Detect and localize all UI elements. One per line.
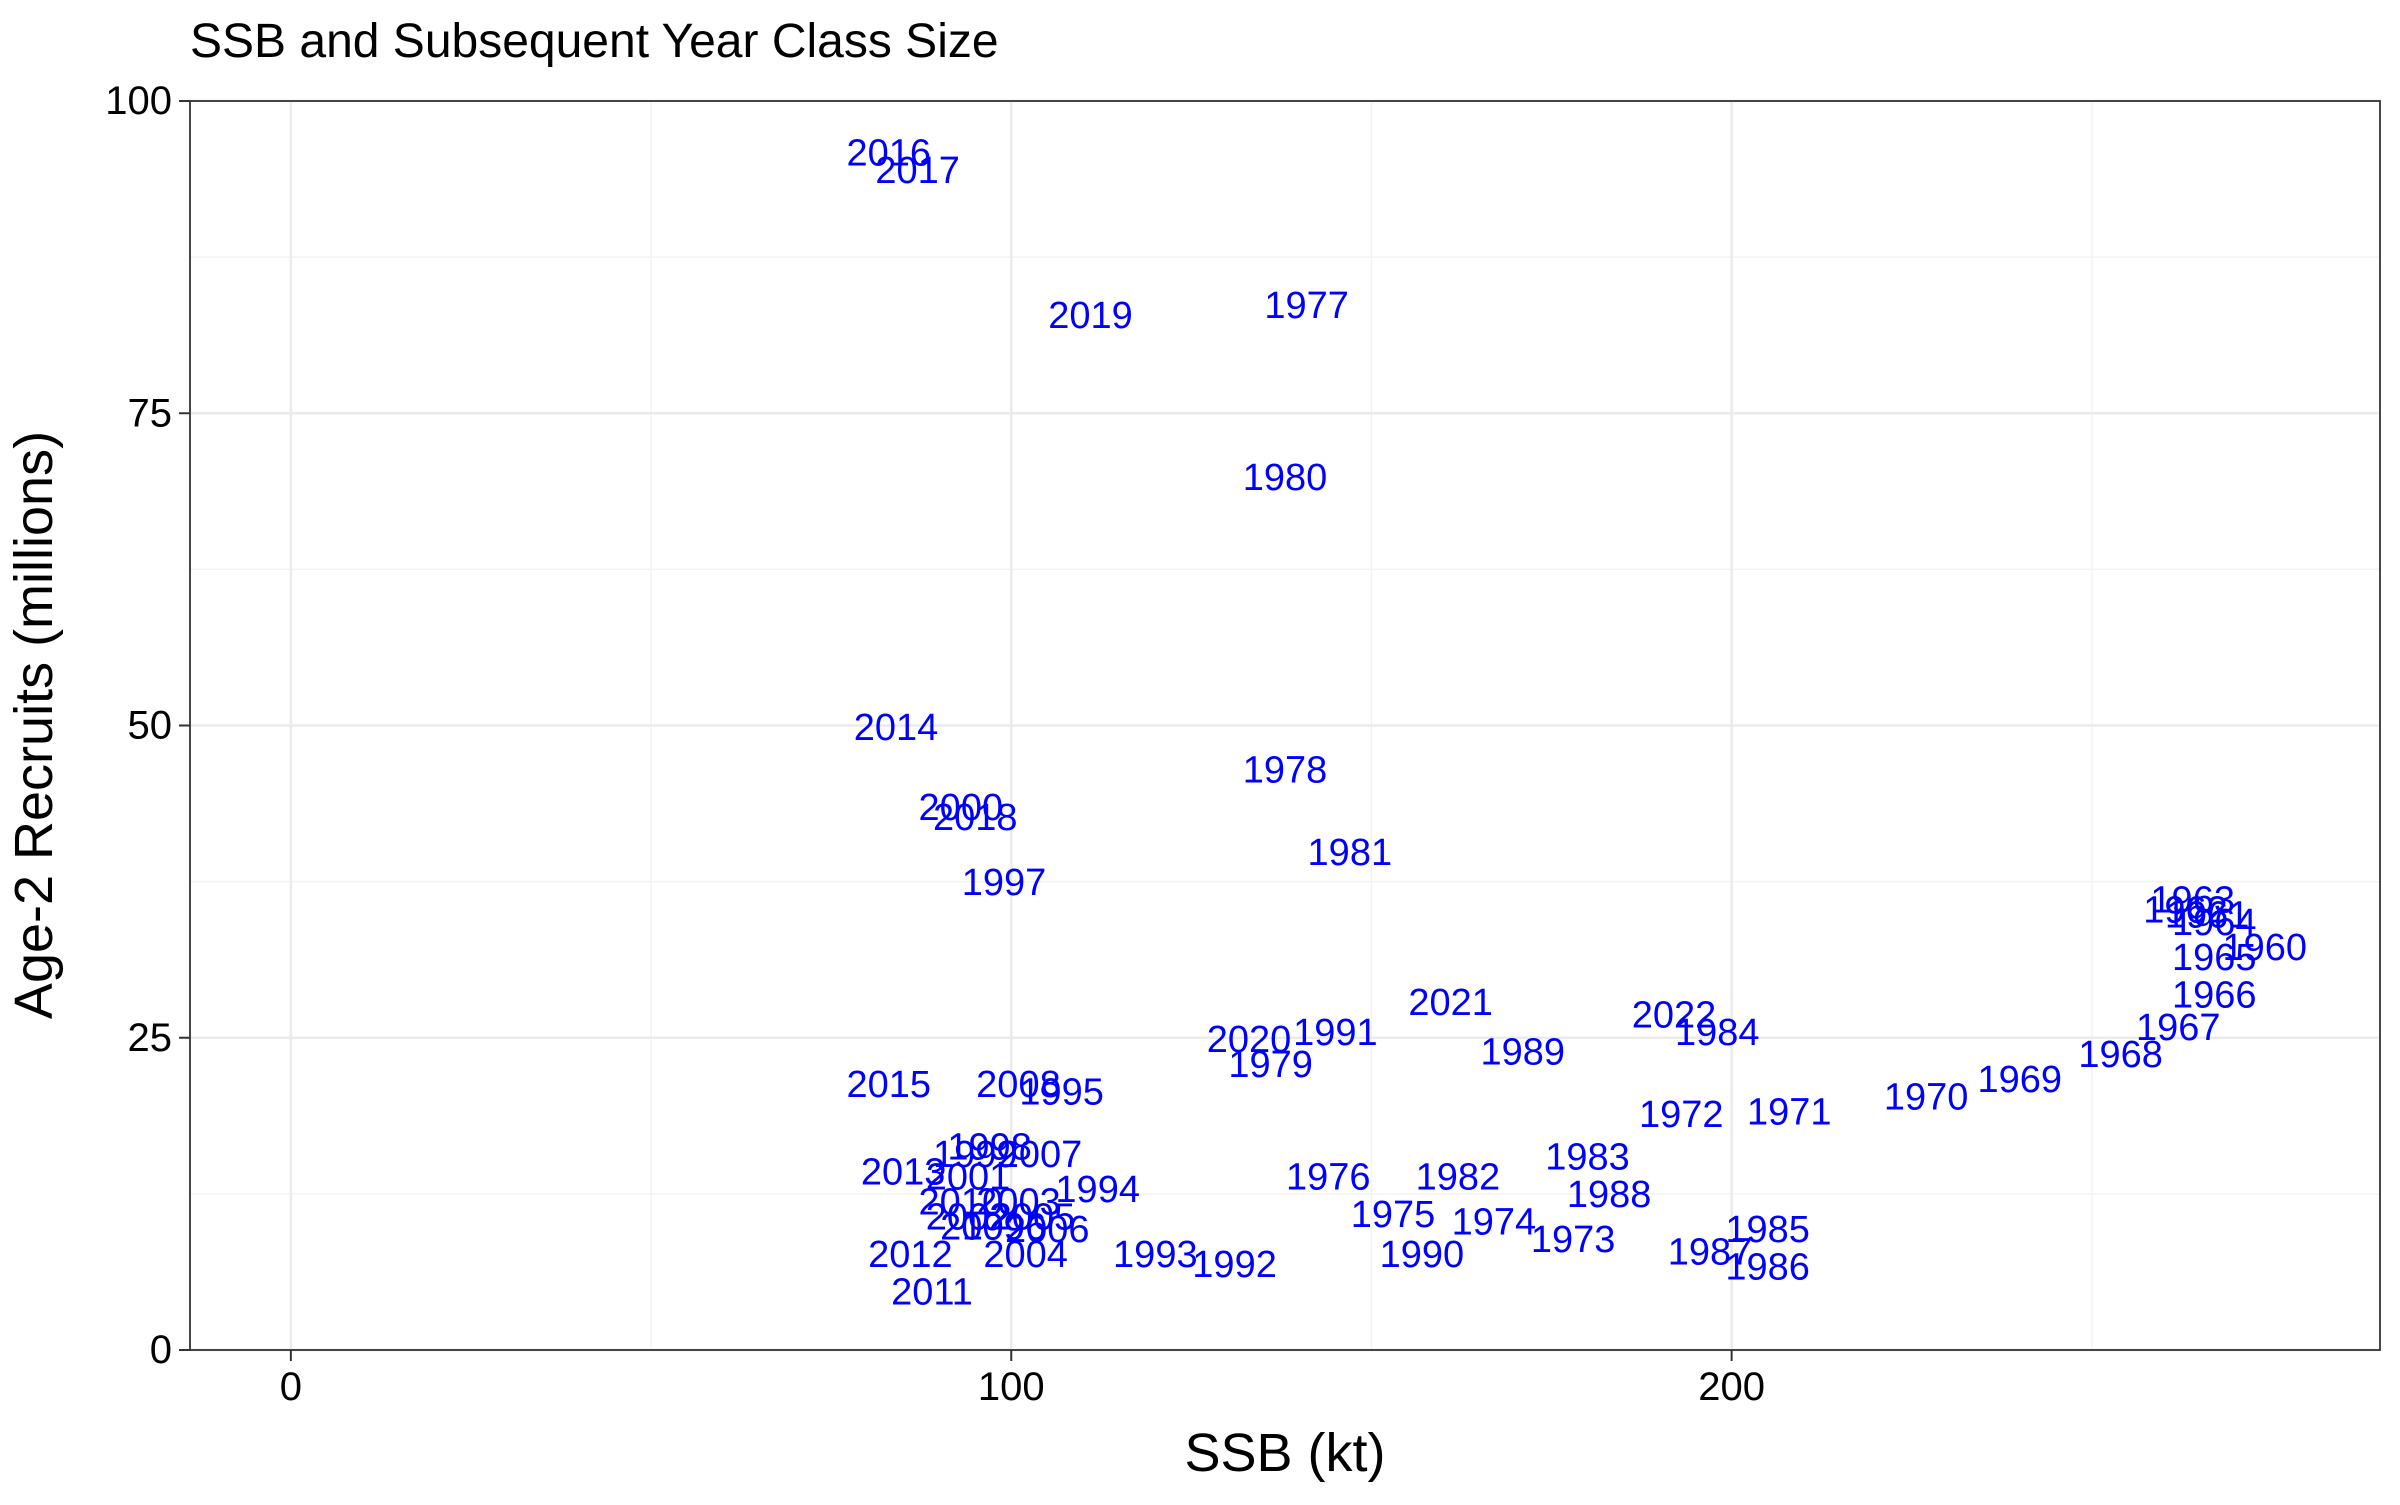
point-label-2018: 2018 xyxy=(933,797,1018,839)
point-label-2012: 2012 xyxy=(868,1234,953,1276)
y-tick-label: 25 xyxy=(128,1016,173,1060)
point-label-2009: 2009 xyxy=(940,1207,1025,1249)
point-label-2015: 2015 xyxy=(847,1064,932,1106)
point-label-1990: 1990 xyxy=(1380,1234,1465,1276)
point-label-1992: 1992 xyxy=(1192,1244,1277,1286)
point-label-1999: 1999 xyxy=(933,1134,1018,1176)
point-label-1986: 1986 xyxy=(1725,1247,1810,1289)
point-label-1993: 1993 xyxy=(1113,1234,1198,1276)
point-label-2008: 2008 xyxy=(976,1064,1061,1106)
point-label-1995: 1995 xyxy=(1019,1072,1104,1114)
point-label-1994: 1994 xyxy=(1055,1169,1140,1211)
point-label-2007: 2007 xyxy=(998,1134,1083,1176)
point-label-1991: 1991 xyxy=(1293,1012,1378,1054)
point-label-1966: 1966 xyxy=(2172,974,2257,1016)
point-label-1978: 1978 xyxy=(1243,749,1328,791)
y-tick-label: 50 xyxy=(128,704,173,748)
point-label-1976: 1976 xyxy=(1286,1157,1371,1199)
point-label-1974: 1974 xyxy=(1452,1202,1537,1244)
point-label-1960: 1960 xyxy=(2222,927,2307,969)
x-tick-label: 100 xyxy=(978,1365,1045,1409)
point-label-2002: 2002 xyxy=(926,1197,1011,1239)
point-label-1997: 1997 xyxy=(962,862,1047,904)
y-tick-label: 0 xyxy=(150,1328,172,1372)
point-label-1977: 1977 xyxy=(1264,285,1349,327)
chart-title: SSB and Subsequent Year Class Size xyxy=(190,15,999,68)
point-label-1988: 1988 xyxy=(1567,1174,1652,1216)
point-label-2020: 2020 xyxy=(1207,1019,1292,1061)
point-label-1963: 1963 xyxy=(2150,879,2235,921)
x-tick-label: 0 xyxy=(280,1365,302,1409)
point-label-1982: 1982 xyxy=(1416,1157,1501,1199)
point-label-1968: 1968 xyxy=(2078,1034,2163,1076)
point-label-1961: 1961 xyxy=(2165,894,2250,936)
point-label-2003: 2003 xyxy=(976,1182,1061,1224)
point-label-1964: 1964 xyxy=(2172,902,2257,944)
point-label-1980: 1980 xyxy=(1243,457,1328,499)
point-label-2021: 2021 xyxy=(1408,982,1493,1024)
point-label-1987: 1987 xyxy=(1668,1232,1753,1274)
point-label-1996: 1996 xyxy=(962,1207,1047,1249)
point-label-2000: 2000 xyxy=(919,787,1004,829)
point-label-2010: 2010 xyxy=(919,1182,1004,1224)
x-axis-title: SSB (kt) xyxy=(1184,1423,1385,1483)
point-label-2016: 2016 xyxy=(847,132,932,174)
y-tick-label: 100 xyxy=(105,79,172,123)
point-label-1965: 1965 xyxy=(2172,937,2257,979)
point-label-2001: 2001 xyxy=(926,1157,1011,1199)
point-label-1975: 1975 xyxy=(1351,1194,1436,1236)
point-label-1967: 1967 xyxy=(2136,1007,2221,1049)
point-label-2004: 2004 xyxy=(983,1234,1068,1276)
point-label-1973: 1973 xyxy=(1531,1219,1616,1261)
point-label-1985: 1985 xyxy=(1725,1209,1810,1251)
point-label-2011: 2011 xyxy=(891,1272,973,1314)
y-tick-label: 75 xyxy=(128,391,173,435)
point-label-2019: 2019 xyxy=(1048,295,1133,337)
point-label-1970: 1970 xyxy=(1884,1077,1969,1119)
point-label-1962: 1962 xyxy=(2143,889,2228,931)
point-label-1979: 1979 xyxy=(1228,1044,1313,1086)
point-label-2014: 2014 xyxy=(854,707,939,749)
point-label-1981: 1981 xyxy=(1308,832,1393,874)
point-label-1972: 1972 xyxy=(1639,1094,1724,1136)
point-label-2013: 2013 xyxy=(861,1152,946,1194)
point-label-1969: 1969 xyxy=(1978,1059,2063,1101)
point-label-2006: 2006 xyxy=(1005,1209,1090,1251)
point-label-1998: 1998 xyxy=(947,1127,1032,1169)
point-label-1983: 1983 xyxy=(1545,1137,1630,1179)
y-axis-title: Age-2 Recruits (millions) xyxy=(4,431,64,1019)
x-tick-label: 200 xyxy=(1698,1365,1765,1409)
point-label-1989: 1989 xyxy=(1480,1032,1565,1074)
point-label-1971: 1971 xyxy=(1747,1092,1832,1134)
point-label-1984: 1984 xyxy=(1675,1012,1760,1054)
point-label-2005: 2005 xyxy=(991,1197,1076,1239)
point-label-2022: 2022 xyxy=(1632,994,1717,1036)
point-label-2017: 2017 xyxy=(875,150,960,192)
